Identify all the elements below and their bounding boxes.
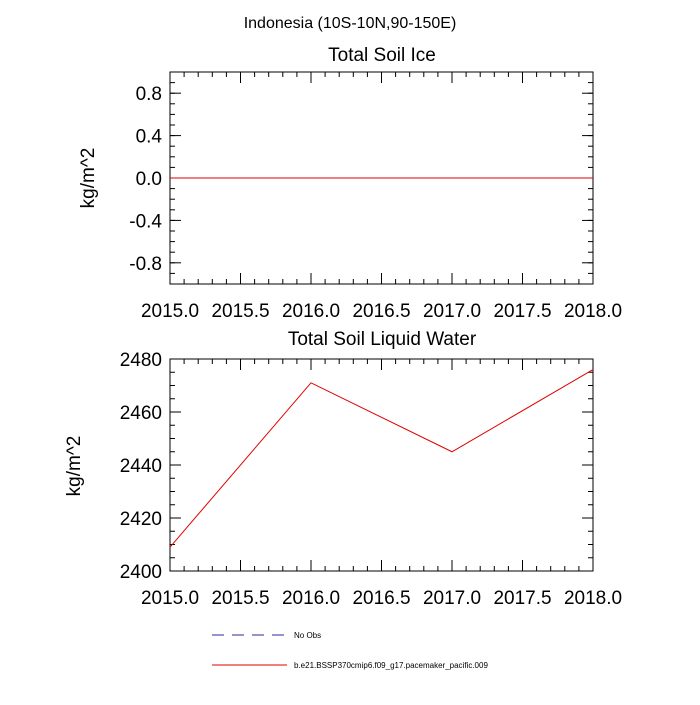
panel-total-soil-ice: Total Soil Ice kg/m^2 2015.0 2015.5 2016.0… xyxy=(78,45,622,322)
x-tick-label: 2017.5 xyxy=(493,301,551,322)
y-tick-label: -0.4 xyxy=(129,211,162,232)
y-tick-label: 2460 xyxy=(120,403,162,424)
legend-label: b.e21.BSSP370cmip6.f09_g17.pacemaker_pac… xyxy=(294,661,488,670)
y-tick-label: -0.8 xyxy=(129,254,162,275)
y-axis-label: kg/m^2 xyxy=(78,148,99,209)
x-tick-label: 2015.5 xyxy=(211,588,269,609)
x-tick-label: 2017.5 xyxy=(493,588,551,609)
x-tick-label: 2015.0 xyxy=(141,588,199,609)
y-tick-label: 0.0 xyxy=(136,169,162,190)
y-tick-label: 2480 xyxy=(120,350,162,371)
x-tick-label: 2018.0 xyxy=(564,301,622,322)
x-tick-label: 2017.0 xyxy=(423,588,481,609)
x-tick-label: 2015.5 xyxy=(211,301,269,322)
x-tick-label: 2016.5 xyxy=(352,301,410,322)
tick-marks xyxy=(169,71,594,285)
series-line xyxy=(169,369,594,548)
x-tick-label: 2015.0 xyxy=(141,301,199,322)
plot-frame xyxy=(169,358,594,572)
y-tick-label: 2400 xyxy=(120,562,162,583)
y-tick-label: 2440 xyxy=(120,456,162,477)
y-tick-label: 2420 xyxy=(120,509,162,530)
panel-total-soil-liquid-water: Total Soil Liquid Water kg/m^2 2015.0 201… xyxy=(64,329,622,609)
series-lines xyxy=(169,369,594,548)
y-axis-label: kg/m^2 xyxy=(64,436,85,497)
figure-suptitle: Indonesia (10S-10N,90-150E) xyxy=(244,15,457,32)
x-tick-label: 2016.0 xyxy=(282,301,340,322)
y-tick-label: 0.8 xyxy=(136,84,162,105)
legend-label: No Obs xyxy=(294,631,321,640)
legend: No Obs b.e21.BSSP370cmip6.f09_g17.pacema… xyxy=(212,631,488,670)
x-tick-label: 2017.0 xyxy=(423,301,481,322)
tick-marks xyxy=(169,358,594,572)
x-tick-label: 2016.5 xyxy=(352,588,410,609)
y-tick-labels: 0.8 0.4 0.0 -0.4 -0.8 xyxy=(129,84,162,275)
y-tick-labels: 2480 2460 2440 2420 2400 xyxy=(120,350,162,583)
x-tick-label: 2018.0 xyxy=(564,588,622,609)
panel-title: Total Soil Ice xyxy=(328,45,436,66)
y-tick-label: 0.4 xyxy=(136,127,163,148)
x-tick-labels: 2015.0 2015.5 2016.0 2016.5 2017.0 2017.5 2018… xyxy=(141,301,622,322)
panel-title: Total Soil Liquid Water xyxy=(288,329,477,350)
x-tick-labels: 2015.0 2015.5 2016.0 2016.5 2017.0 2017.5 2018… xyxy=(141,588,622,609)
x-tick-label: 2016.0 xyxy=(282,588,340,609)
